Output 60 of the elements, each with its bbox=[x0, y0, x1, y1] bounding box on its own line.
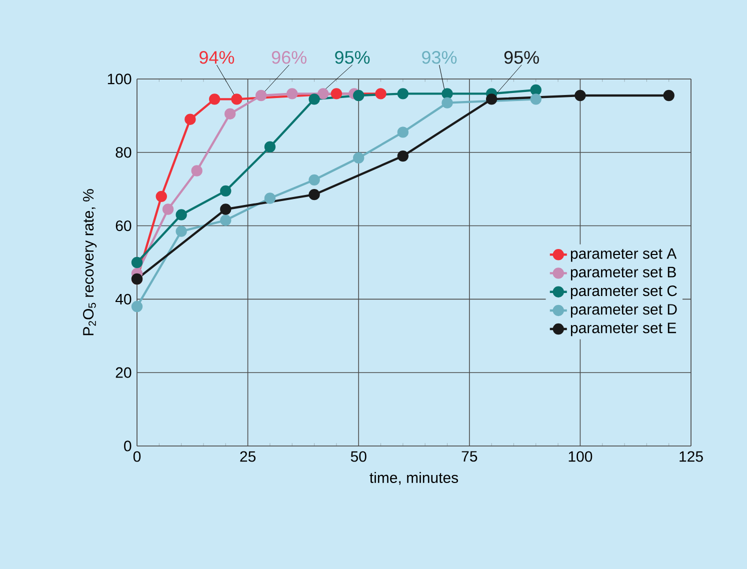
point bbox=[184, 114, 196, 125]
annotation: 95% bbox=[504, 51, 539, 64]
point bbox=[308, 174, 320, 186]
point bbox=[397, 150, 409, 162]
x-axis-title: time, minutes bbox=[370, 472, 458, 485]
point bbox=[574, 90, 586, 102]
y-tick-label: 60 bbox=[116, 220, 132, 232]
point bbox=[442, 88, 453, 100]
point bbox=[156, 190, 167, 202]
point bbox=[353, 152, 364, 164]
point bbox=[131, 256, 143, 268]
x-tick-label: 25 bbox=[240, 451, 256, 462]
point bbox=[308, 188, 320, 200]
legend-label: parameter set E bbox=[570, 322, 676, 336]
point bbox=[318, 88, 329, 100]
point bbox=[191, 165, 202, 176]
point bbox=[264, 141, 276, 152]
point bbox=[131, 300, 143, 312]
y-tick-label: 20 bbox=[116, 367, 132, 378]
point bbox=[330, 88, 342, 100]
point bbox=[442, 97, 453, 108]
point bbox=[176, 226, 187, 237]
point bbox=[220, 185, 232, 197]
point bbox=[286, 88, 298, 100]
legend-label: parameter set A bbox=[570, 248, 677, 262]
annotation: 95% bbox=[335, 51, 370, 64]
x-tick-label: 125 bbox=[680, 451, 703, 462]
point bbox=[308, 94, 320, 105]
point bbox=[530, 84, 542, 96]
point bbox=[353, 90, 364, 102]
point bbox=[256, 90, 267, 102]
point bbox=[397, 126, 409, 138]
y-tick-label: 0 bbox=[124, 440, 132, 452]
point bbox=[176, 209, 187, 220]
point bbox=[264, 192, 276, 204]
legend-label: parameter set D bbox=[570, 304, 677, 318]
y-tick-label: 40 bbox=[115, 294, 132, 304]
y-axis-title: P$_{2}$O$_{5}$ recovery rate, % bbox=[83, 189, 97, 336]
y-tick-label: 100 bbox=[108, 74, 132, 84]
point bbox=[224, 108, 236, 120]
point bbox=[208, 94, 220, 105]
point bbox=[663, 90, 674, 102]
x-tick-label: 100 bbox=[568, 451, 592, 462]
point bbox=[162, 204, 174, 215]
x-tick-label: 50 bbox=[350, 451, 366, 462]
point bbox=[530, 94, 542, 105]
point bbox=[397, 88, 409, 100]
point bbox=[220, 214, 232, 226]
legend-label: parameter set B bbox=[570, 266, 676, 280]
point bbox=[486, 94, 498, 105]
annotation: 96% bbox=[272, 51, 306, 64]
annotation: 93% bbox=[422, 51, 457, 64]
point bbox=[375, 88, 386, 100]
point bbox=[220, 204, 232, 215]
y-tick-label: 80 bbox=[116, 147, 132, 158]
x-tick-label: 75 bbox=[462, 451, 478, 462]
annotation: 94% bbox=[200, 51, 234, 64]
legend-label: parameter set C bbox=[570, 285, 677, 300]
x-tick-label: 0 bbox=[133, 451, 141, 462]
point bbox=[231, 94, 242, 105]
